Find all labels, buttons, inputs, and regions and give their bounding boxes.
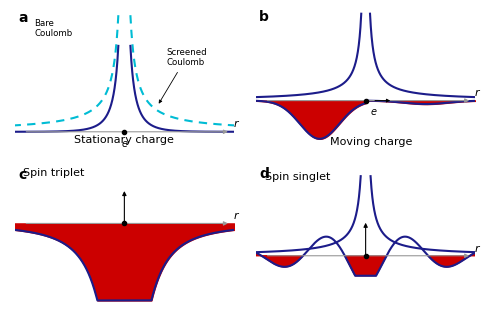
Text: b: b: [259, 10, 269, 24]
Text: Moving charge: Moving charge: [330, 137, 412, 147]
Text: Screened
Coulomb: Screened Coulomb: [159, 48, 207, 103]
Text: Spin singlet: Spin singlet: [265, 172, 330, 182]
Text: $e$: $e$: [121, 139, 128, 149]
Text: a: a: [18, 11, 27, 25]
Text: $r$: $r$: [474, 87, 481, 98]
Text: $r$: $r$: [474, 243, 481, 254]
Text: c: c: [18, 168, 26, 183]
Text: $r$: $r$: [233, 118, 240, 129]
Text: d: d: [259, 167, 269, 181]
Text: Spin triplet: Spin triplet: [24, 168, 85, 178]
Text: Stationary charge: Stationary charge: [74, 135, 174, 145]
Text: $e$: $e$: [370, 107, 378, 117]
Text: Bare
Coulomb: Bare Coulomb: [34, 19, 73, 38]
Text: $r$: $r$: [233, 210, 240, 221]
